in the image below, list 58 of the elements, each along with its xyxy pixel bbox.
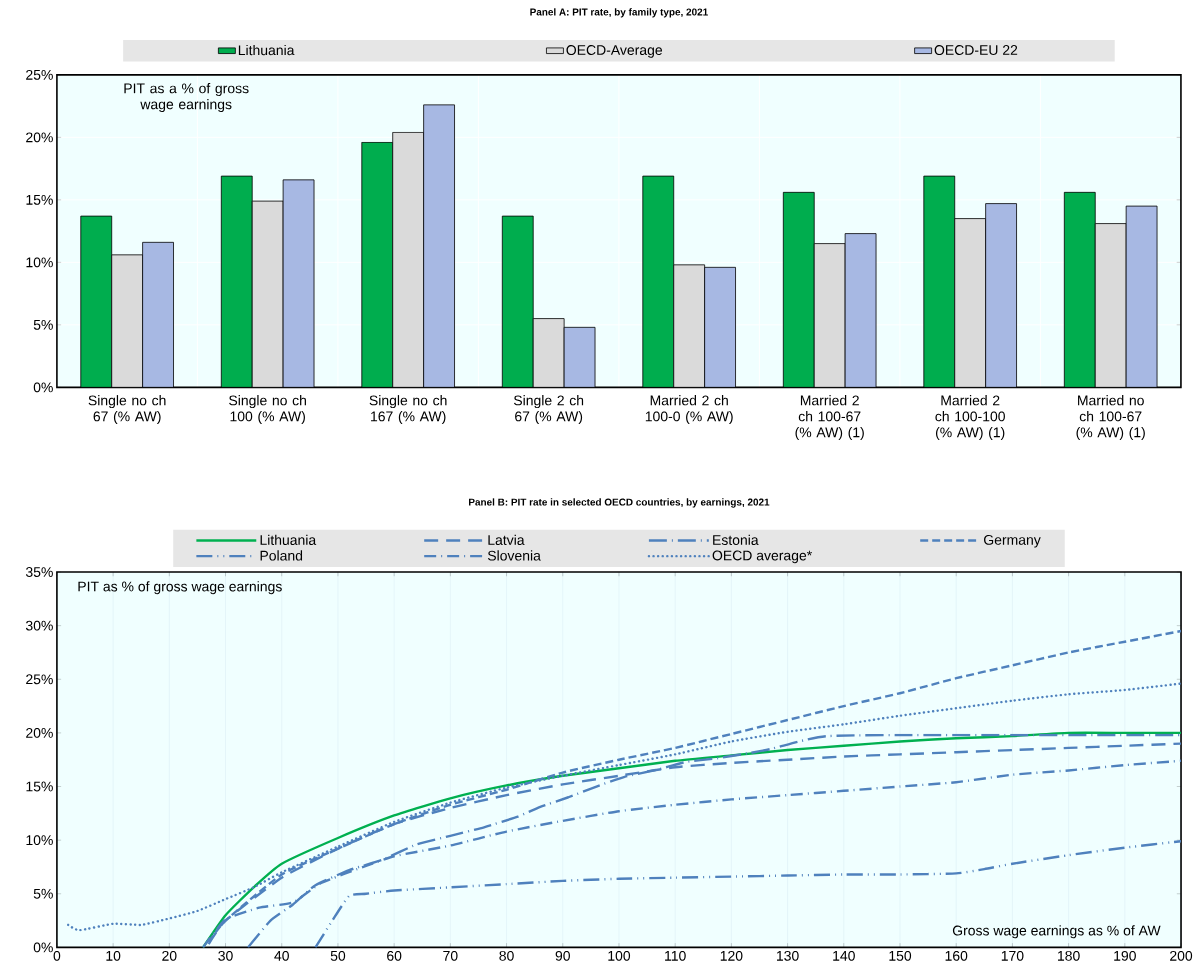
legend-label: Slovenia — [487, 550, 541, 561]
chart-title: Panel A: PIT rate, by family type, 2021 — [530, 8, 708, 18]
x-tick-label: 120 — [720, 950, 743, 961]
legend-label: Lithuania — [260, 534, 317, 545]
x-tick-label: Married 2 ch 100-67 (% AW) (1) — [795, 394, 864, 440]
x-tick-label: 170 — [1001, 950, 1024, 961]
x-tick-label: 140 — [833, 950, 855, 961]
x-tick-label: 20 — [162, 950, 177, 961]
legend-label: Estonia — [713, 534, 759, 545]
y-tick-label: 0% — [33, 382, 53, 393]
x-tick-label: 30 — [218, 950, 233, 961]
x-tick-label: 180 — [1058, 950, 1080, 961]
x-tick-label: Married 2 ch 100-100 (% AW) (1) — [935, 394, 1005, 440]
x-tick-label: Single 2 ch 67 (% AW) — [513, 394, 584, 424]
y-tick-label: 25% — [26, 674, 53, 685]
x-tick-label: 100 — [608, 950, 631, 961]
legend-label: OECD-EU 22 — [934, 44, 1018, 55]
legend-label: Poland — [260, 550, 303, 561]
x-axis-title: Gross wage earnings as % of AW — [952, 925, 1161, 939]
legend-label: Latvia — [488, 534, 525, 545]
x-tick-label: 10 — [106, 950, 121, 961]
legend-label: OECD-Average — [566, 44, 663, 58]
y-tick-label: 15% — [26, 194, 53, 205]
x-tick-label: 110 — [665, 950, 686, 961]
chart-title: Panel B: PIT rate in selected OECD countries, by earnings, 2021 — [469, 498, 770, 508]
y-tick-label: 20% — [26, 727, 53, 738]
y-tick-label: 35% — [25, 566, 53, 577]
x-tick-label: Single no ch 100 (% AW) — [229, 394, 306, 424]
y-tick-label: 30% — [25, 620, 53, 631]
y-tick-label: 5% — [33, 888, 53, 899]
x-tick-label: 60 — [387, 950, 402, 961]
y-tick-label: 20% — [26, 132, 53, 143]
x-tick-label: Married no ch 100-67 (% AW) (1) — [1076, 394, 1145, 440]
x-tick-label: 0 — [53, 950, 61, 961]
x-tick-label: 40 — [274, 950, 289, 961]
y-axis-title: PIT as a % of gross wage earnings — [124, 82, 249, 112]
x-tick-label: 90 — [555, 950, 570, 961]
y-tick-label: 5% — [33, 319, 53, 330]
x-tick-label: 80 — [499, 950, 514, 961]
x-tick-label: 190 — [1114, 950, 1136, 961]
y-tick-label: 10% — [26, 257, 53, 268]
y-tick-label: 15% — [26, 781, 53, 792]
y-tick-label: 10% — [26, 835, 53, 845]
x-tick-label: Single no ch 67 (% AW) — [88, 394, 166, 424]
y-tick-label: 25% — [26, 69, 53, 80]
x-tick-label: 150 — [889, 950, 912, 961]
x-tick-label: 50 — [330, 950, 346, 961]
x-tick-label: 70 — [443, 950, 458, 961]
x-tick-label: Married 2 ch 100-0 (% AW) — [645, 394, 733, 424]
x-tick-label: 160 — [945, 950, 968, 961]
x-tick-label: 130 — [776, 950, 799, 961]
x-tick-label: Single no ch 167 (% AW) — [369, 394, 447, 424]
y-tick-label: 0% — [33, 942, 53, 953]
legend-label: Germany — [984, 534, 1041, 548]
legend-label: Lithuania — [238, 44, 295, 56]
legend-label: OECD average* — [712, 550, 812, 564]
y-axis-title: PIT as % of gross wage earnings — [78, 581, 282, 595]
x-tick-label: 200 — [1170, 950, 1193, 961]
